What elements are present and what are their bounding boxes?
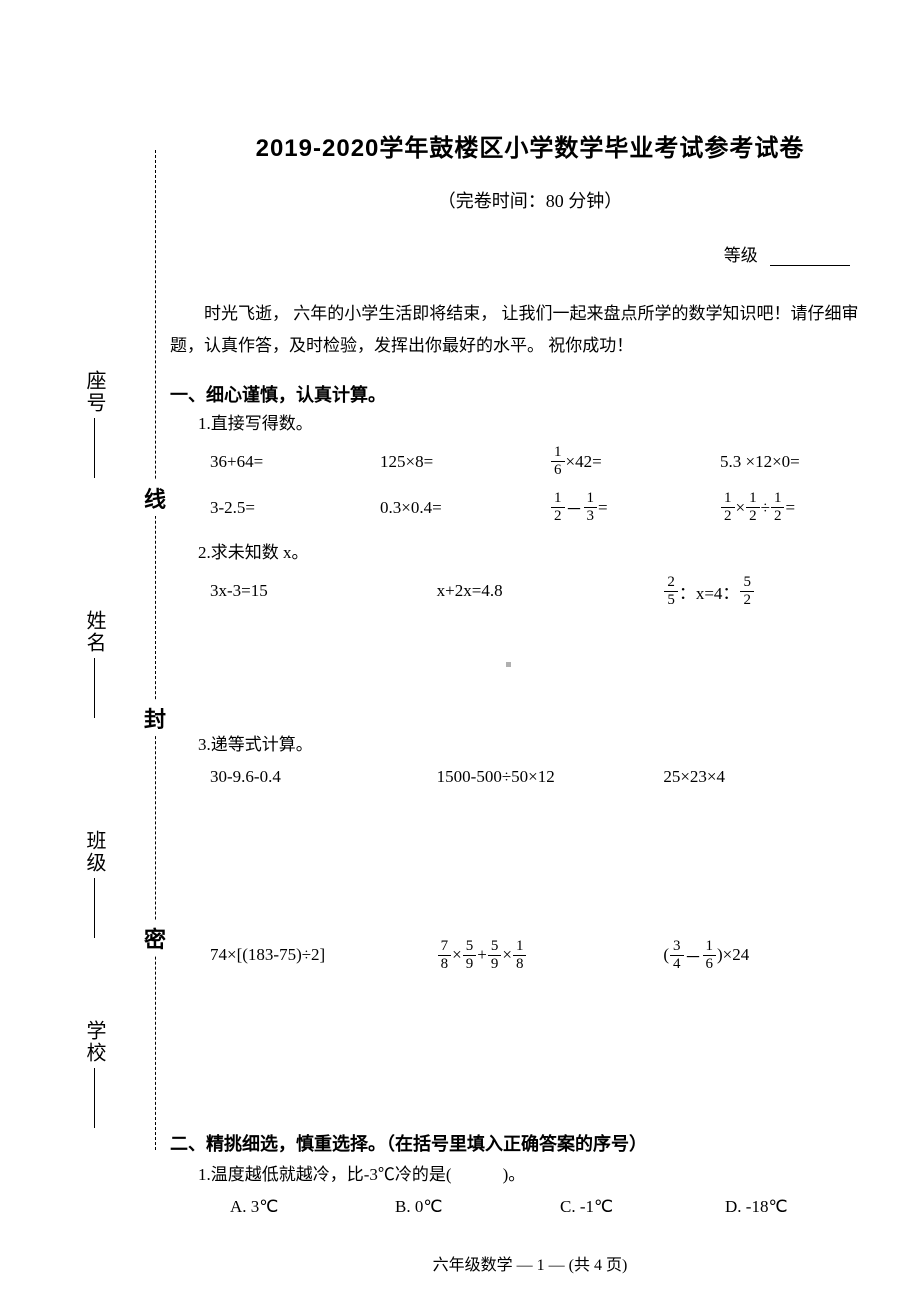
fraction: 59 — [463, 939, 477, 972]
equals: = — [785, 498, 795, 518]
seal-xian: 线 — [144, 480, 166, 516]
expr-tail: ×42= — [566, 452, 602, 472]
calc-row-1: 36+64= 125×8= 16×42= 5.3 ×12×0= — [210, 444, 890, 480]
fraction: 78 — [438, 939, 452, 972]
expr: 16×42= — [550, 444, 720, 480]
fraction: 13 — [584, 491, 598, 524]
expr: 12 × 12 ÷ 12 = — [720, 490, 890, 526]
minus: － — [566, 495, 583, 520]
option-c[interactable]: C. -1℃ — [560, 1197, 725, 1217]
underline — [94, 1068, 95, 1128]
dot-icon — [506, 662, 511, 667]
plus: + — [477, 945, 487, 965]
fraction: 52 — [740, 575, 754, 608]
school-field[interactable]: 学校 — [80, 1020, 109, 1128]
q1-label: 1.直接写得数。 — [198, 409, 890, 434]
times: × — [736, 498, 746, 518]
expr: ( 34 － 16 )×24 — [663, 939, 890, 972]
expr: 78 × 59 + 59 × 18 — [437, 939, 664, 972]
calc-row-2: 3-2.5= 0.3×0.4= 12 － 13 = 12 × 12 ÷ 12 = — [210, 490, 890, 526]
work-space — [170, 972, 890, 1112]
times: × — [452, 945, 462, 965]
class-label: 班级 — [80, 830, 109, 874]
option-b[interactable]: B. 0℃ — [395, 1197, 560, 1217]
expr: 30-9.6-0.4 — [210, 767, 437, 787]
expr: 125×8= — [380, 444, 550, 480]
section-1-header: 一、细心谨慎，认真计算。 — [170, 381, 890, 407]
seal-line — [155, 150, 156, 1150]
seat-field[interactable]: 座号 — [80, 370, 109, 478]
expr: 36+64= — [210, 444, 380, 480]
expr: 5.3 ×12×0= — [720, 444, 890, 480]
seal-mi: 密 — [144, 920, 166, 956]
underline — [94, 878, 95, 938]
seat-label: 座号 — [80, 370, 109, 414]
school-label: 学校 — [80, 1020, 109, 1064]
fraction: 12 — [746, 491, 760, 524]
expr: 0.3×0.4= — [380, 490, 550, 526]
expr: 25×23×4 — [663, 767, 890, 787]
grade-blank[interactable] — [770, 265, 850, 266]
expr-mid: ：x=4： — [679, 579, 740, 604]
page-content: 2019-2020学年鼓楼区小学数学毕业考试参考试卷 （完卷时间：80 分钟） … — [170, 0, 890, 1275]
fraction: 25 — [664, 575, 678, 608]
minus: － — [685, 943, 702, 968]
page-footer: 六年级数学 — 1 — (共 4 页) — [170, 1251, 890, 1275]
name-field[interactable]: 姓名 — [80, 610, 109, 718]
times: × — [502, 945, 512, 965]
exam-subtitle: （完卷时间：80 分钟） — [170, 187, 890, 213]
option-d[interactable]: D. -18℃ — [725, 1197, 890, 1217]
q3-label: 3.递等式计算。 — [198, 730, 890, 755]
name-label: 姓名 — [80, 610, 109, 654]
step-row-2: 74×[(183-75)÷2] 78 × 59 + 59 × 18 ( 34 －… — [210, 939, 890, 972]
div: ÷ — [761, 498, 770, 518]
expr: x+2x=4.8 — [437, 575, 664, 608]
expr: 12 － 13 = — [550, 490, 720, 526]
lparen: ( — [663, 945, 669, 965]
fraction: 12 — [551, 491, 565, 524]
answer-sheet-sidebar: 学校 班级 姓名 座号 密 封 线 — [60, 150, 160, 1170]
underline — [94, 658, 95, 718]
intro-text: 时光飞逝， 六年的小学生活即将结束， 让我们一起来盘点所学的数学知识吧！请仔细审… — [170, 298, 890, 363]
expr: 3-2.5= — [210, 490, 380, 526]
fraction: 59 — [488, 939, 502, 972]
mc-question-1: 1.温度越低就越冷，比-3℃冷的是( )。 — [198, 1160, 890, 1185]
fraction: 18 — [513, 939, 527, 972]
class-field[interactable]: 班级 — [80, 830, 109, 938]
expr: 74×[(183-75)÷2] — [210, 939, 437, 972]
q2-label: 2.求未知数 x。 — [198, 538, 890, 563]
expr: 3x-3=15 — [210, 575, 437, 608]
step-row-1: 30-9.6-0.4 1500-500÷50×12 25×23×4 — [210, 767, 890, 787]
fraction: 34 — [670, 939, 684, 972]
fraction: 12 — [721, 491, 735, 524]
exam-title: 2019-2020学年鼓楼区小学数学毕业考试参考试卷 — [170, 128, 890, 163]
expr: 25 ：x=4： 52 — [663, 575, 890, 608]
section-2-header: 二、精挑细选，慎重选择。（在括号里填入正确答案的序号） — [170, 1130, 890, 1156]
rparen-tail: )×24 — [717, 945, 749, 965]
option-a[interactable]: A. 3℃ — [230, 1197, 395, 1217]
fraction: 16 — [551, 445, 565, 478]
equals: = — [598, 498, 608, 518]
fraction: 16 — [703, 939, 717, 972]
underline — [94, 418, 95, 478]
equation-row: 3x-3=15 x+2x=4.8 25 ：x=4： 52 — [210, 575, 890, 608]
grade-row: 等级 — [170, 241, 890, 266]
mc-options: A. 3℃ B. 0℃ C. -1℃ D. -18℃ — [230, 1197, 890, 1217]
fraction: 12 — [771, 491, 785, 524]
work-space — [170, 608, 890, 708]
expr: 1500-500÷50×12 — [437, 767, 664, 787]
seal-feng: 封 — [144, 700, 166, 736]
grade-label: 等级 — [724, 246, 758, 265]
work-space — [170, 787, 890, 927]
